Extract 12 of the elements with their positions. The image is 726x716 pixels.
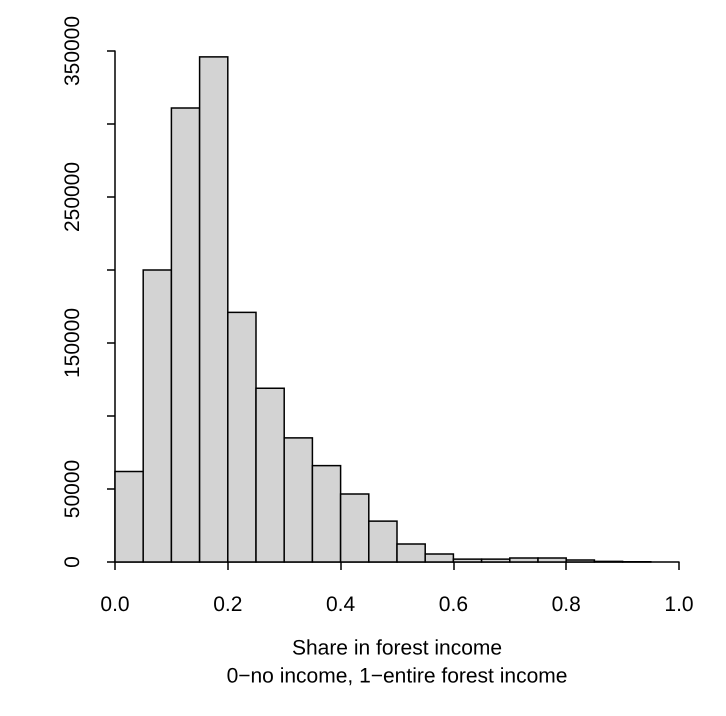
y-tick-label: 150000 <box>61 308 84 378</box>
x-tick-label: 0.0 <box>100 593 130 616</box>
y-tick-label: 50000 <box>61 460 84 518</box>
x-tick-label: 0.6 <box>438 593 468 616</box>
y-tick-label: 0 <box>61 556 84 568</box>
x-tick-label: 0.4 <box>326 593 356 616</box>
x-tick-label: 0.8 <box>552 593 581 616</box>
x-tick-label: 1.0 <box>664 593 694 616</box>
x-tick-label: 0.2 <box>213 593 242 616</box>
y-tick-label: 250000 <box>61 162 84 232</box>
x-axis-title: Share in forest income 0−no income, 1−entire forest income <box>226 636 568 688</box>
y-tick-label: 350000 <box>61 16 84 86</box>
